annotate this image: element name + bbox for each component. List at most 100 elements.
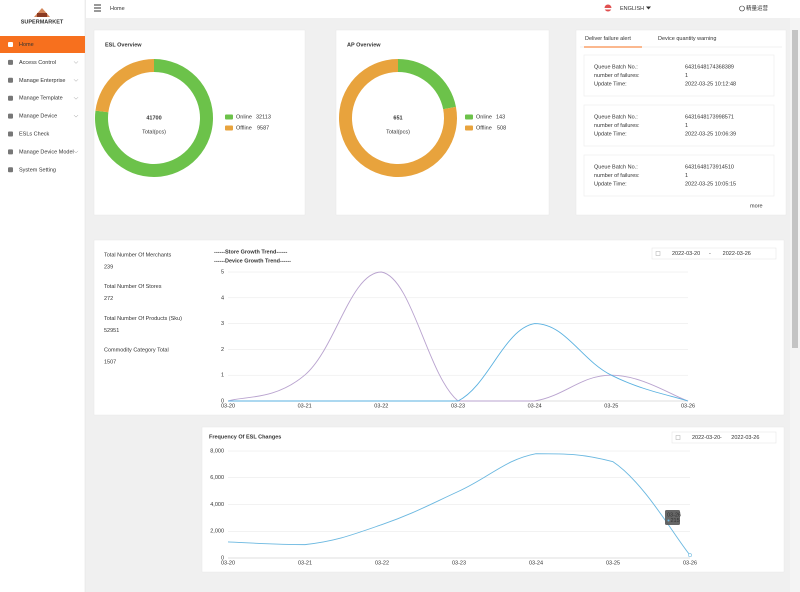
language-flag-stripe [604,8,612,10]
legend-swatch [465,114,473,120]
y-tick-label: 4,000 [210,502,224,508]
menu-icon [8,59,13,65]
menu-item[interactable]: Manage Device Model [19,149,74,155]
x-tick-label: 03-26 [683,560,697,566]
y-tick-label: 2 [221,347,224,353]
hover-point [688,553,692,558]
alert-field-label: Queue Batch No.: [594,164,638,170]
y-tick-label: 0 [221,555,224,561]
x-tick-label: 03-21 [298,560,312,566]
x-tick-label: 03-23 [451,403,465,409]
menu-icon [8,149,13,155]
alert-tab[interactable]: Device quantity warning [658,36,716,42]
legend-label[interactable]: ------Device Growth Trend------ [214,258,291,264]
menu-icon [8,95,13,101]
y-tick-label: 3 [221,321,224,327]
donut-total: 651 [393,115,402,121]
legend-swatch [225,114,233,120]
x-tick-label: 03-22 [375,560,389,566]
x-tick-label: 03-26 [681,403,695,409]
language-caret [646,6,651,10]
stat-label: Total Number Of Merchants [104,252,171,258]
tooltip-marker [667,519,670,522]
alert-tab[interactable]: Deliver failure alert [585,36,631,42]
sidebar [0,0,85,592]
calendar-icon [655,251,661,256]
user-icon [739,5,745,12]
x-tick-label: 03-25 [604,403,618,409]
panel [93,29,306,216]
menu-icon [8,42,13,47]
panel [93,239,785,416]
alert-field-label: Update Time: [594,181,627,187]
menu-item[interactable]: System Setting [19,167,56,173]
panel-title: AP Overview [347,42,381,48]
date-picker[interactable] [671,431,777,444]
stat-value: 1507 [104,360,116,366]
alert-field-label: Queue Batch No.: [594,114,638,120]
menu-chevron [73,150,79,154]
date-end: 2022-03-26 [731,435,759,441]
legend-swatch [225,125,233,131]
legend-value: 508 [497,125,506,131]
legend-label: Offline [476,125,492,131]
legend-label: Online [476,114,492,120]
y-tick-label: 2,000 [210,529,224,535]
alert-field-value: 2022-03-25 10:06:39 [685,131,736,137]
data-line [228,323,689,402]
alert-field-label: Update Time: [594,81,627,87]
stat-value: 272 [104,296,113,302]
more-link[interactable]: more [750,203,763,209]
tooltip-label: 03-26 [667,512,681,518]
menu-icon [8,77,13,83]
y-tick-label: 6,000 [210,475,224,481]
menu-item[interactable]: Manage Template [19,96,63,102]
menu-chevron [73,97,79,100]
menu-item[interactable]: Manage Device [19,114,57,120]
alert-field-label: number of failures: [594,123,640,129]
menu-chevron [73,114,79,118]
alert-field-label: number of failures: [594,173,640,179]
menu-item[interactable]: ESLs Check [19,131,50,137]
y-tick-label: 8,000 [210,448,224,454]
alert-field-label: Queue Batch No.: [594,64,638,70]
user-menu[interactable]: 精量运营 [746,4,769,12]
y-tick-label: 0 [221,398,224,404]
menu-item[interactable]: Access Control [19,60,56,66]
x-tick-label: 03-23 [452,560,466,566]
donut-segment [95,59,154,113]
header [86,0,800,18]
menu-icon [8,131,13,137]
language-select[interactable]: ENGLISH [620,6,644,12]
calendar-icon [675,435,681,440]
alert-field-value: 6431648174368389 [685,64,734,70]
legend-value: 143 [496,114,505,120]
donut-total: 41700 [146,115,161,121]
menu-chevron [73,61,79,64]
menu-item[interactable]: Home [19,42,34,48]
x-tick-label: 03-24 [529,560,543,566]
donut-total-label: Total(pcs) [386,129,410,135]
breadcrumb: Home [110,6,125,12]
menu-chevron [73,79,79,82]
menu-active [0,36,85,53]
date-start: 2022-03-20 [672,251,700,257]
date-end: 2022-03-26 [723,251,751,257]
alert-card [583,104,775,147]
menu-item[interactable]: Manage Enterprise [19,78,65,84]
tooltip-value: 215 [671,518,680,524]
menu-icon [8,167,13,173]
alert-field-value: 1 [685,173,688,179]
stat-value: 52951 [104,328,119,334]
chart-title: Frequency Of ESL Changes [209,434,281,440]
alert-card [583,54,775,97]
date-picker[interactable] [651,247,777,260]
legend-swatch [465,125,473,131]
legend-label[interactable]: ------Store Growth Trend------ [214,249,287,255]
x-tick-label: 03-22 [374,403,388,409]
stat-value: 239 [104,264,113,270]
logo-cart [37,13,47,17]
alert-field-value: 1 [685,73,688,79]
